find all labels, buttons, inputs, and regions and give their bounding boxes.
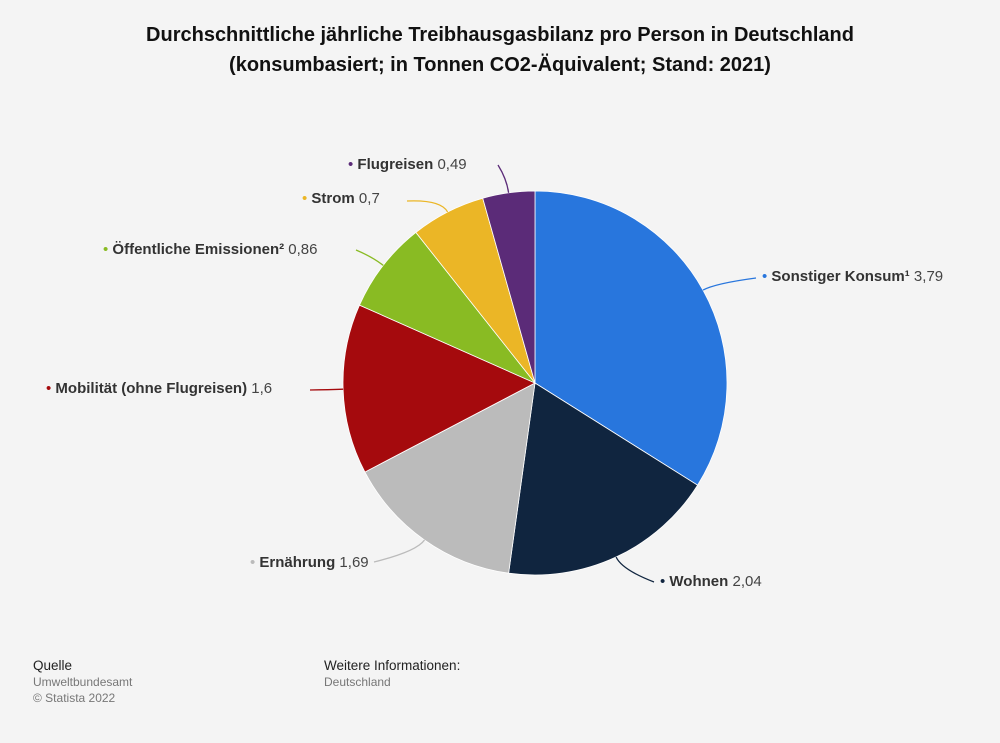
chart-subtitle: (konsumbasiert; in Tonnen CO2-Äquivalent…	[229, 54, 771, 76]
pie-slice-mobilität-ohne-flugreisen[interactable]	[342, 304, 536, 473]
connector-line-strom	[406, 200, 449, 213]
slice-value: 1,6	[247, 380, 272, 397]
source-heading: Quelle	[33, 658, 73, 673]
source-block: Quelle Umweltbundesamt © Statista 2022	[33, 657, 132, 706]
slice-label: Ernährung	[259, 554, 335, 571]
slice-label: Mobilität (ohne Flugreisen)	[55, 380, 247, 397]
slice-label: Flugreisen	[357, 156, 433, 173]
slice-value: 3,79	[910, 268, 943, 285]
chart-title-block: Durchschnittliche jährliche Treibhausgas…	[0, 20, 1000, 80]
data-label-öffentliche-emissionen: • Öffentliche Emissionen² 0,86	[103, 241, 318, 258]
data-label-flugreisen: • Flugreisen 0,49	[348, 156, 467, 173]
slice-value: 0,86	[284, 241, 317, 258]
slice-value: 1,69	[335, 554, 368, 571]
connector-line-flugreisen	[497, 164, 510, 193]
pie-slice-flugreisen[interactable]	[482, 190, 536, 384]
connector-line-wohnen	[615, 556, 655, 583]
slice-label: Strom	[311, 190, 354, 207]
slice-label: Öffentliche Emissionen²	[112, 241, 284, 258]
slice-value: 0,7	[355, 190, 380, 207]
info-heading: Weitere Informationen:	[324, 658, 461, 673]
data-label-ernährung: • Ernährung 1,69	[250, 554, 369, 571]
connector-line-sonstiger-konsum	[702, 277, 757, 291]
slice-label: Sonstiger Konsum¹	[771, 268, 909, 285]
source-name[interactable]: Umweltbundesamt	[33, 675, 133, 689]
slice-value: 2,04	[728, 573, 761, 590]
data-label-strom: • Strom 0,7	[302, 190, 380, 207]
data-label-sonstiger-konsum: • Sonstiger Konsum¹ 3,79	[762, 268, 943, 285]
connector-line-ernährung	[373, 539, 426, 563]
data-label-mobilität-ohne-flugreisen: • Mobilität (ohne Flugreisen) 1,6	[46, 380, 272, 397]
pie-slice-öffentliche-emissionen[interactable]	[358, 231, 536, 384]
chart-title: Durchschnittliche jährliche Treibhausgas…	[146, 24, 854, 46]
legend-bullet-icon: •	[302, 190, 311, 207]
slice-value: 0,49	[433, 156, 466, 173]
connector-line-öffentliche-emissionen	[355, 249, 384, 266]
legend-bullet-icon: •	[46, 380, 55, 397]
legend-bullet-icon: •	[660, 573, 669, 590]
data-label-wohnen: • Wohnen 2,04	[660, 573, 762, 590]
legend-bullet-icon: •	[762, 268, 771, 285]
legend-bullet-icon: •	[348, 156, 357, 173]
info-block: Weitere Informationen: Deutschland	[324, 657, 460, 690]
legend-bullet-icon: •	[103, 241, 112, 258]
info-value: Deutschland	[324, 675, 391, 689]
legend-bullet-icon: •	[250, 554, 259, 571]
copyright[interactable]: © Statista 2022	[33, 691, 116, 705]
slice-label: Wohnen	[669, 573, 728, 590]
connector-line-mobilität-ohne-flugreisen	[309, 388, 344, 391]
